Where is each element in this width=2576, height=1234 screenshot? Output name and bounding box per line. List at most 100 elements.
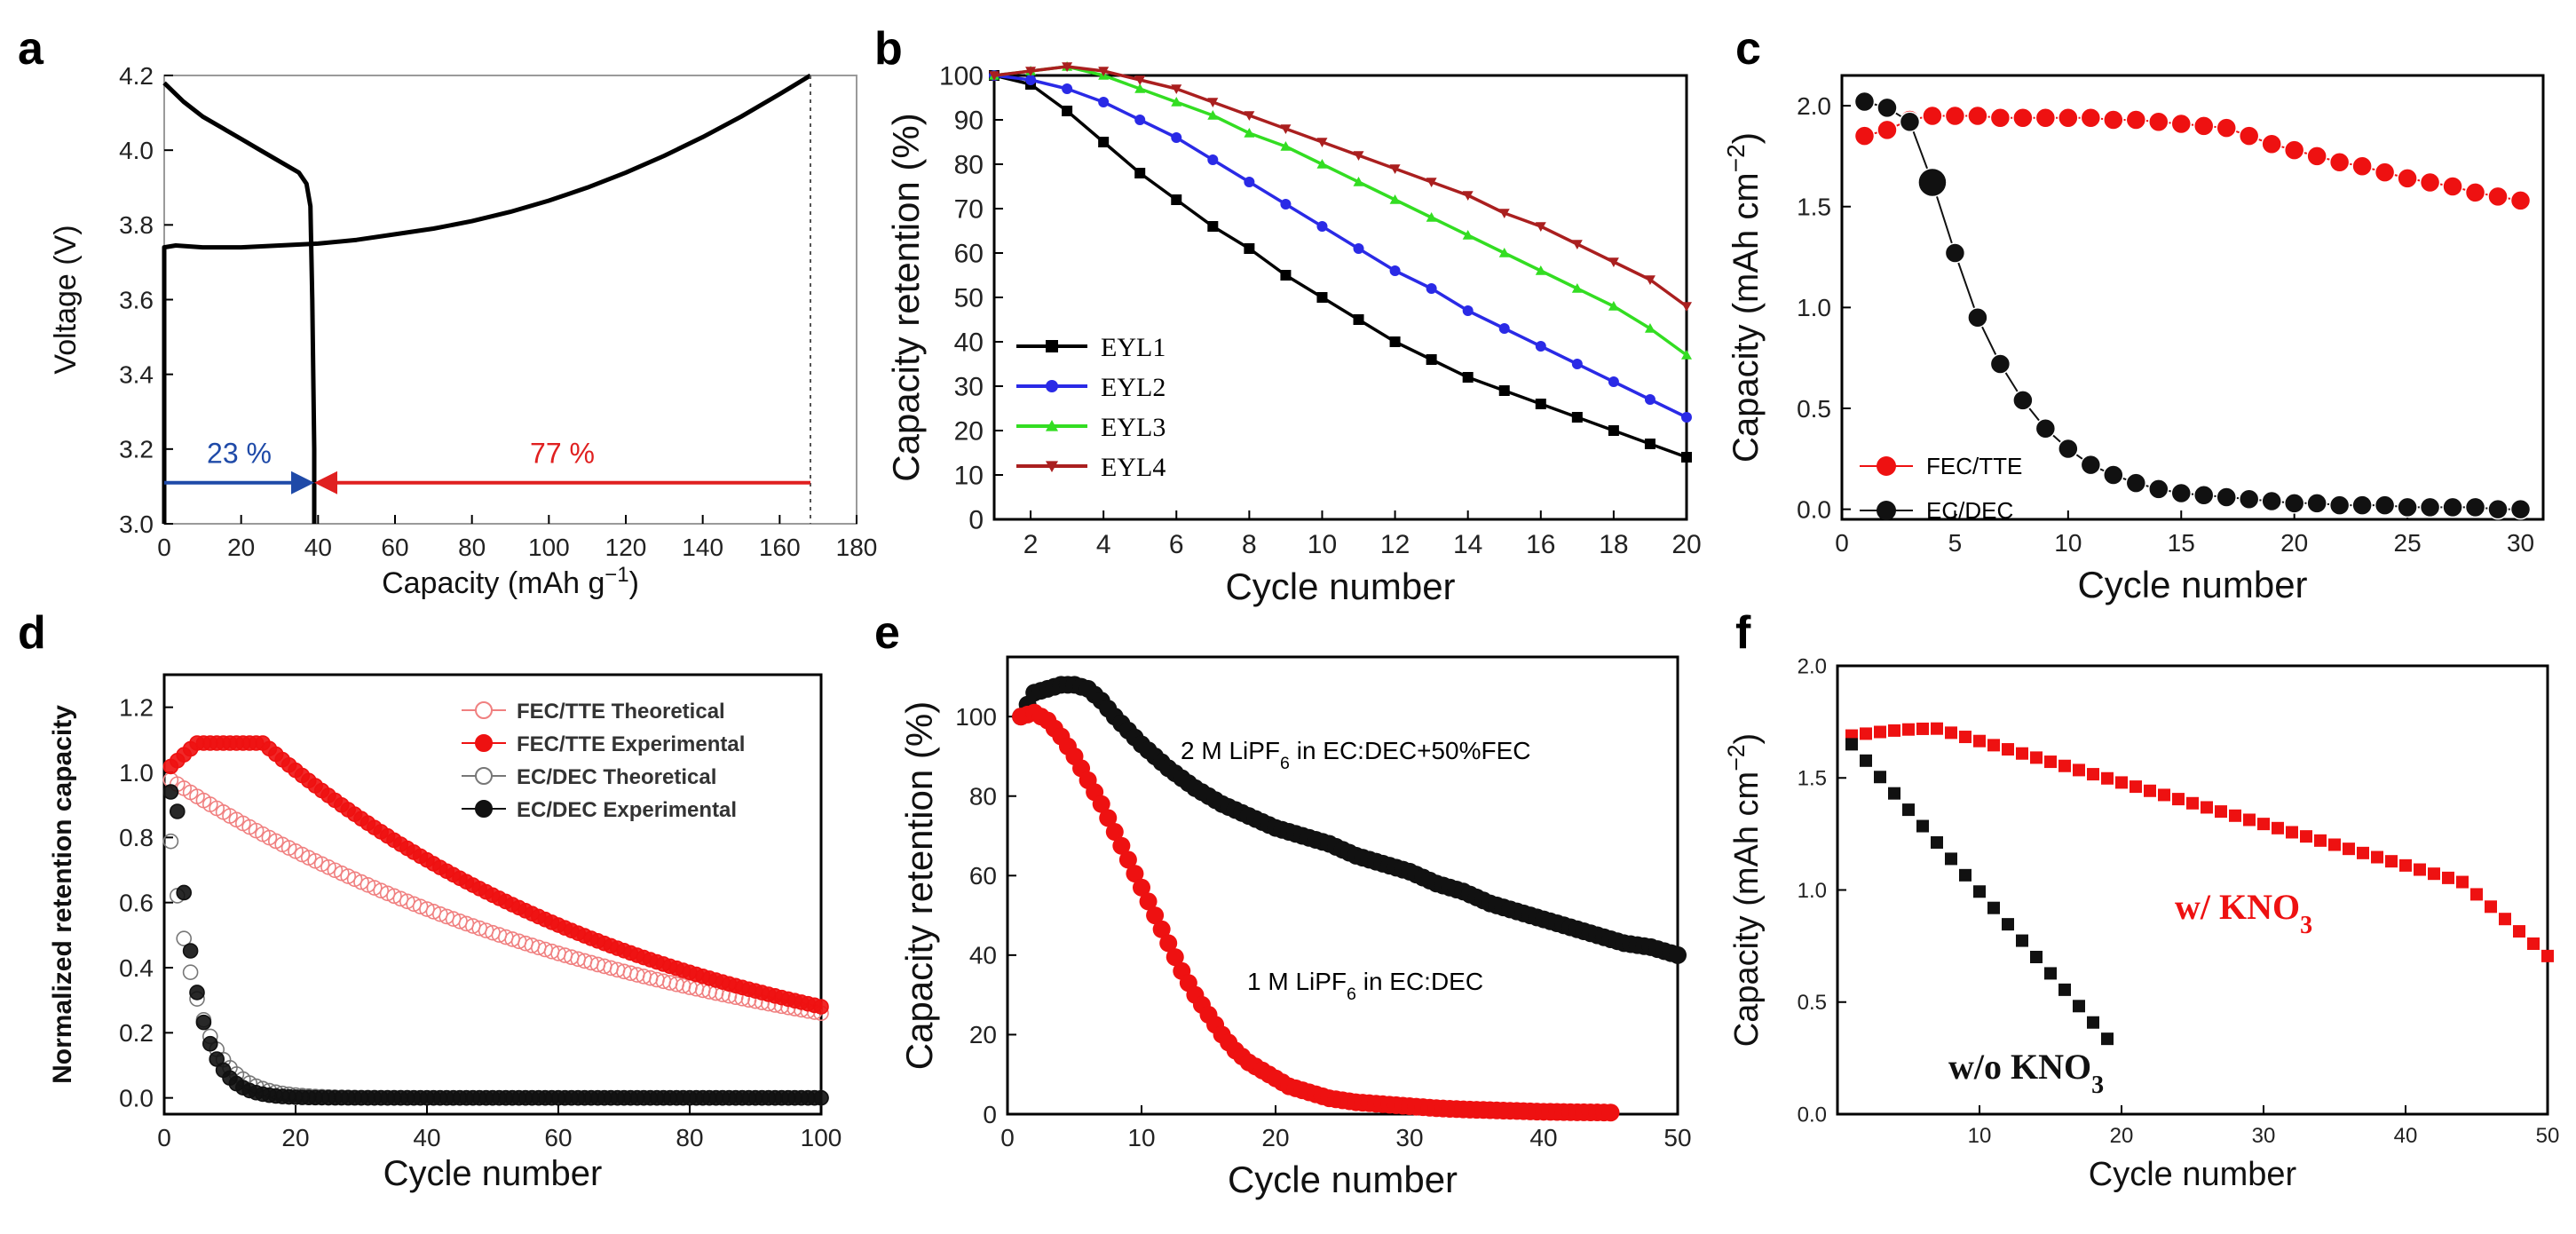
data-point-w/ KNO3	[1987, 739, 2000, 752]
data-point-EC/DEC Experimental	[162, 784, 179, 800]
data-point-w/ KNO3	[2115, 776, 2128, 789]
x-tick-label: 30	[2252, 1124, 2276, 1148]
data-point-EYL3	[1644, 323, 1655, 333]
data-point-EYL3	[1171, 97, 1182, 107]
data-point-EC/DEC Experimental	[170, 803, 186, 819]
data-point-EYL1	[1535, 399, 1546, 409]
x-tick-label: 6	[1169, 530, 1184, 559]
x-axis-label: Cycle number	[2077, 564, 2307, 605]
legend-label: EC/DEC Experimental	[517, 798, 737, 822]
data-point-EC/DEC	[2080, 454, 2102, 476]
data-point-EC/DEC	[2238, 488, 2260, 510]
data-point-EC/DEC	[2012, 390, 2034, 411]
data-point-EYL4	[989, 71, 1000, 81]
data-point-EC/DEC	[2170, 482, 2193, 504]
data-point-FEC/TTE	[2238, 125, 2260, 146]
panel-letter-f: f	[1735, 607, 1751, 659]
data-point-1 M LiPF6 in EC:DEC	[1133, 878, 1150, 897]
data-point-FEC/TTE Experimental	[813, 999, 829, 1015]
x-tick-label: 10	[1968, 1124, 1992, 1148]
x-tick-label: 0	[1835, 529, 1849, 557]
data-point-EYL2	[1681, 412, 1692, 423]
data-point-FEC/TTE Theoretical	[399, 893, 415, 910]
data-point-FEC/TTE	[2397, 168, 2418, 189]
data-point-w/ KNO3	[2343, 842, 2355, 856]
legend-label: EYL3	[1101, 413, 1166, 442]
text-part: Cycle number	[1225, 566, 1455, 607]
data-point-1 M LiPF6 in EC:DEC	[1092, 795, 1110, 813]
data-point-EC/DEC	[2193, 484, 2215, 506]
data-point-EYL3	[1608, 301, 1619, 311]
data-point-FEC/TTE	[2328, 151, 2351, 173]
data-point-w/ KNO3	[2215, 805, 2227, 819]
y-tick-label: 3.2	[119, 436, 154, 463]
x-tick-label: 60	[544, 1124, 572, 1151]
text-part: 6	[1347, 985, 1356, 1004]
data-point-EYL4	[1462, 191, 1474, 201]
data-point-FEC/TTE	[1853, 125, 1876, 146]
legend-label: EYL4	[1101, 453, 1166, 482]
x-tick-label: 40	[304, 534, 332, 561]
data-point-1 M LiPF6 in EC:DEC	[1105, 823, 1124, 842]
text-part: )	[629, 566, 639, 600]
data-point-EC/DEC Experimental	[813, 1089, 829, 1106]
y-tick-label: 100	[939, 62, 984, 91]
data-point-w/ KNO3	[1902, 723, 1915, 736]
data-point-FEC/TTE Theoretical	[373, 882, 390, 898]
data-point-FEC/TTE	[2442, 176, 2463, 197]
data-point-EYL2	[1316, 221, 1328, 232]
legend-marker	[1046, 340, 1058, 352]
text-part: 2 M LiPF	[1181, 737, 1280, 764]
data-point-w/ KNO3	[2158, 788, 2170, 802]
x-tick-label: 10	[2054, 529, 2082, 557]
y-tick-label: 10	[954, 462, 984, 491]
x-tick-label: 16	[1526, 530, 1555, 559]
data-point-EYL4	[1571, 240, 1583, 249]
data-point-EYL2	[1353, 243, 1364, 254]
x-tick-label: 140	[682, 534, 723, 561]
data-point-EC/DEC	[2125, 472, 2147, 494]
legend-marker	[475, 767, 493, 785]
data-point-1 M LiPF6 in EC:DEC	[1152, 920, 1171, 938]
data-point-EC/DEC	[2374, 494, 2396, 516]
data-point-w/ KNO3	[2058, 759, 2071, 772]
text-part: Voltage (V)	[49, 225, 83, 374]
data-point-FEC/TTE	[2509, 190, 2532, 211]
data-point-EYL3	[1353, 177, 1364, 186]
panel-a: 0 20 40 60 80 100 120 140 160 180 3.0 3.2 3.4 3.6 3.8 4…	[18, 23, 877, 600]
data-point-w/ KNO3	[2328, 838, 2341, 851]
y-tick-label: 1.0	[119, 759, 154, 787]
data-point-EYL4	[1316, 138, 1328, 147]
text-part: Normalized retention capacity	[48, 705, 77, 1084]
data-point-w/ KNO3	[2470, 888, 2483, 901]
data-point-FEC/TTE	[2012, 107, 2034, 129]
data-point-EYL4	[1498, 209, 1510, 218]
text-part: Cycle number	[2089, 1156, 2297, 1193]
x-tick-label: 10	[1127, 1124, 1155, 1151]
data-point-FEC/TTE	[2487, 186, 2509, 208]
data-point-EYL1	[1098, 137, 1110, 147]
data-point-EYL4	[1171, 84, 1182, 94]
data-point-EYL1	[1316, 292, 1328, 303]
data-point-EYL2	[1134, 115, 1146, 125]
panel-d: 0 20 40 60 80 100 0.0 0.2 0.4 0.6 0.8 1.0 1.2 Cycle n…	[18, 607, 842, 1193]
x-tick-label: 0	[157, 1124, 171, 1151]
annotation-arrowhead	[291, 471, 314, 494]
data-point-w/ KNO3	[1888, 724, 1900, 737]
data-point-w/o KNO3	[2016, 934, 2028, 947]
data-point-EYL4	[1353, 151, 1364, 161]
data-point-w/ KNO3	[1973, 734, 1986, 748]
x-tick-label: 30	[2507, 529, 2534, 557]
data-point-EYL2	[1426, 283, 1437, 294]
data-point-FEC/TTE	[2306, 146, 2327, 167]
data-point-EC/DEC	[2058, 438, 2079, 460]
data-point-w/o KNO3	[1916, 819, 1929, 833]
data-point-FEC/TTE	[1967, 105, 1988, 127]
text-part: in EC:DEC+50%FEC	[1290, 737, 1531, 764]
data-point-w/ KNO3	[2314, 834, 2327, 847]
text-part: 6	[1280, 754, 1290, 773]
x-tick-label: 12	[1380, 530, 1410, 559]
data-point-1 M LiPF6 in EC:DEC	[1118, 850, 1137, 869]
series-label: 1 M LiPF6 in EC:DEC	[1247, 968, 1483, 1004]
